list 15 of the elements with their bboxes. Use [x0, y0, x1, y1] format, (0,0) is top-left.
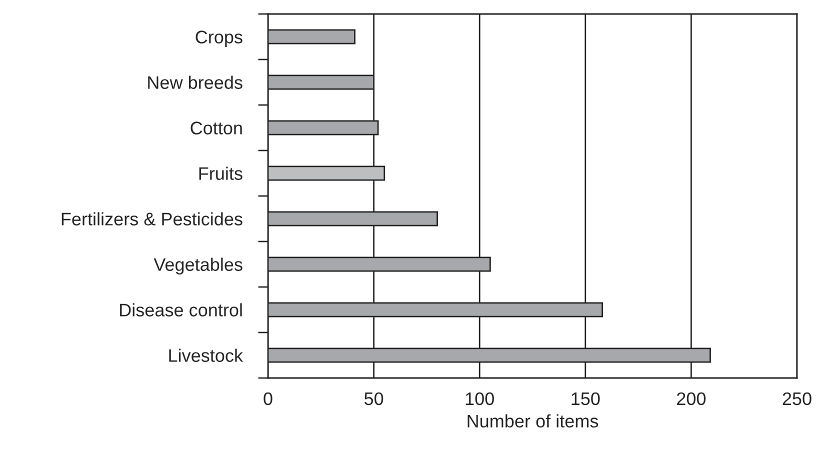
x-tick-label: 100 [466, 392, 494, 406]
x-tick-label: 250 [782, 392, 812, 406]
y-tick-label: New breeds [148, 76, 242, 89]
y-tick-label: Disease control [120, 303, 242, 316]
y-tick-label: Crops [196, 30, 242, 48]
x-tick-label: 50 [364, 392, 384, 406]
y-tick-label: Fruits [199, 166, 242, 180]
y-tick-label: Cotton [190, 122, 242, 134]
x-tick-label: 0 [264, 392, 272, 406]
y-tick-label: Livestock [169, 348, 244, 362]
x-tick-label: 150 [572, 392, 600, 406]
y-tick-label: Fertilizers & Pesticides [62, 212, 242, 226]
x-tick-label: 200 [677, 392, 706, 406]
y-tick-label: Vegetables [154, 258, 242, 275]
x-axis-title: Number of items [468, 414, 598, 428]
